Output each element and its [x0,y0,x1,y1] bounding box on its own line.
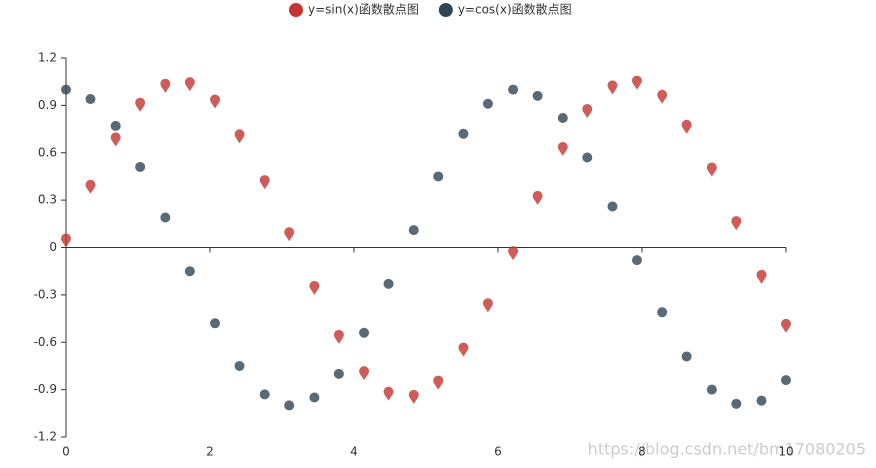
pin-point [756,269,767,284]
pin-point [706,162,717,177]
point [756,395,767,406]
point [359,327,370,338]
pin-point [110,132,121,147]
legend-label[interactable]: y=cos(x)函数散点图 [458,2,572,17]
pin-point [657,89,668,104]
pin-point [731,216,742,231]
pin-point [408,389,419,404]
point [482,98,493,109]
point [731,398,742,409]
pin-point [781,318,792,333]
point [234,360,245,371]
pin-point [607,80,618,95]
watermark: https://blog.csdn.net/bm17080205 [588,440,866,459]
point [557,113,568,124]
pin-point [61,233,71,248]
pin-point [681,119,692,134]
point [657,307,668,318]
pin-point [160,78,171,93]
point [781,375,791,386]
point [110,120,121,131]
x-tick-label: 2 [206,445,214,459]
point [184,266,195,277]
pin-point [557,141,568,156]
point [333,368,344,379]
point [433,171,444,182]
point [259,389,270,400]
pin-point [532,190,543,205]
point [631,255,642,266]
pin-point [482,298,493,313]
point [309,392,320,403]
point [458,128,469,139]
point [135,161,146,172]
y-tick-label: 1.2 [38,51,57,65]
point [408,225,419,236]
y-tick-label: 0.6 [38,145,57,159]
pin-point [333,329,344,344]
y-tick-label: -0.6 [34,335,57,349]
pin-point [458,342,469,357]
pin-point [359,366,370,381]
x-tick-label: 10 [778,445,793,459]
pin-point [508,246,519,261]
legend-label[interactable]: y=sin(x)函数散点图 [308,2,419,17]
point [582,152,593,163]
y-tick-label: -0.9 [34,382,57,396]
point [61,84,71,95]
pin-point [309,280,320,295]
point [160,212,171,223]
point [508,84,519,95]
x-tick-label: 0 [62,445,70,459]
pin-point [631,75,642,90]
y-tick-label: -1.2 [34,430,57,444]
pin-point [234,129,245,144]
point [284,400,295,411]
pin-point [284,227,295,242]
y-tick-label: 0 [49,240,57,254]
legend-icon[interactable] [289,3,303,17]
legend-icon[interactable] [438,3,453,17]
point [85,94,96,105]
point [681,351,692,362]
x-tick-label: 8 [638,445,646,459]
point [706,384,717,395]
pin-point [85,179,96,194]
y-tick-label: -0.3 [34,287,57,301]
y-tick-label: 0.9 [38,98,57,112]
point [532,90,543,101]
point [383,278,394,289]
pin-point [433,375,444,390]
x-tick-label: 6 [494,445,502,459]
pin-point [582,104,593,119]
y-tick-label: 0.3 [38,193,57,207]
pin-point [383,386,394,401]
point [210,318,221,329]
pin-point [210,94,221,109]
point [607,201,618,212]
pin-point [259,175,270,190]
pin-point [184,77,195,92]
pin-point [135,97,146,112]
x-tick-label: 4 [350,445,358,459]
